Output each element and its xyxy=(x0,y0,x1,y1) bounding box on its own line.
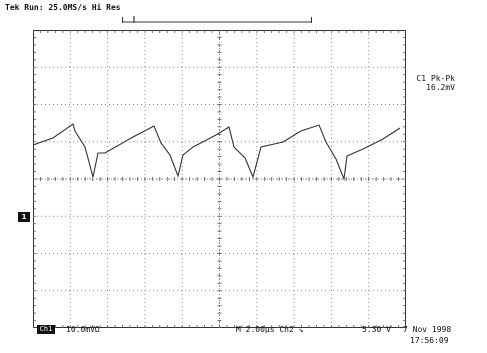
channel-scale-value: 10.0mVΩ xyxy=(66,325,100,334)
trigger-level-readout: 5.30 V xyxy=(362,325,391,334)
measurement-value: 16.2mV xyxy=(426,83,455,92)
timebase-readout: M 2.00µs Ch2 ↘ xyxy=(236,325,304,334)
channel-ground-marker[interactable]: 1 xyxy=(18,212,30,222)
date-stamp: 7 Nov 1998 xyxy=(403,325,452,334)
measurement-label: C1 Pk-Pk xyxy=(416,74,455,83)
graticule xyxy=(32,29,407,329)
acquisition-status: Tek Run: 25.0MS/s Hi Res xyxy=(5,3,121,12)
channel-scale-box: Ch1 xyxy=(37,325,55,334)
graticule-area xyxy=(32,29,407,329)
waveform-trace xyxy=(32,123,401,182)
time-stamp: 17:56:09 xyxy=(410,336,449,345)
trigger-position-bar xyxy=(122,16,312,23)
